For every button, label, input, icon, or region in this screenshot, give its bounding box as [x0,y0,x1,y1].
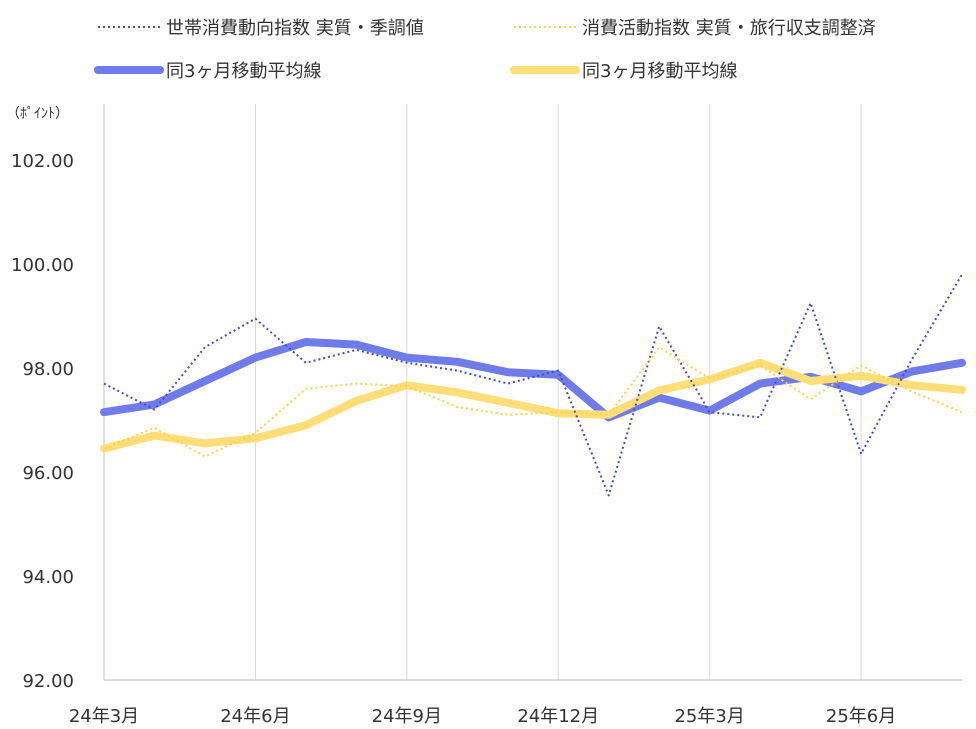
y-tick-label: 100.00 [11,255,74,276]
x-tick-label: 24年6月 [220,706,290,727]
x-tick-label: 24年3月 [69,706,139,727]
series-lines [100,273,966,497]
y-axis-unit-label: （ﾎﾟｲﾝﾄ） [6,106,69,122]
x-tick-label: 24年12月 [517,706,599,727]
legend-label: 同3ヶ月移動平均線 [166,61,321,82]
y-tick-label: 98.00 [22,359,74,380]
axes: （ﾎﾟｲﾝﾄ） 24年3月 24年6月 24年9月 24年12月 25年3月 25年6月 9… [6,104,962,727]
series-line [103,346,963,458]
series-line [103,273,963,497]
grid-lines [254,104,862,680]
legend-label: 消費活動指数 実質・旅行収支調整済 [582,18,876,39]
legend: 世帯消費動向指数 実質・季調値 消費活動指数 実質・旅行収支調整済同3ヶ月移動平均… [94,18,876,82]
y-tick-label: 102.00 [11,151,74,172]
y-tick-label: 94.00 [22,567,74,588]
x-tick-label: 25年3月 [674,706,744,727]
y-tick-label: 96.00 [22,463,74,484]
y-tick-label: 92.00 [22,671,74,692]
legend-label: 世帯消費動向指数 実質・季調値 [166,18,424,39]
series-line [100,358,966,453]
legend-label: 同3ヶ月移動平均線 [582,61,737,82]
x-tick-label: 24年9月 [372,706,442,727]
x-tick-label: 25年6月 [826,706,896,727]
